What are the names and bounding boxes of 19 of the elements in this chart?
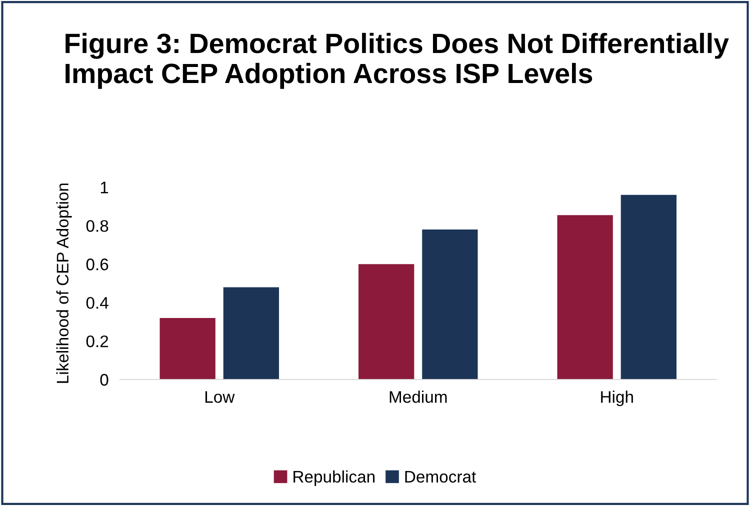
bar <box>358 264 414 380</box>
y-tick-label: 0.8 <box>86 220 108 232</box>
x-tick-label: Low <box>205 391 235 403</box>
y-axis-title: Likelihood of CEP Adoption <box>56 184 72 383</box>
bar <box>223 287 279 380</box>
legend-label: Republican <box>294 470 374 486</box>
bar <box>422 230 478 380</box>
y-tick-label: 0.2 <box>86 335 108 348</box>
x-tick-label: Medium <box>390 390 447 403</box>
y-tick-label: 0.6 <box>86 258 108 270</box>
legend-label: Democrat <box>405 471 476 483</box>
y-tick-label: 1 <box>100 182 108 194</box>
x-tick-label: High <box>601 390 633 406</box>
bar <box>557 215 613 380</box>
bar <box>620 194 676 380</box>
bar <box>160 318 216 380</box>
chart-title: Figure 3: Democrat Politics Does Not Differentially Impact CEP Adoption Across ISP Levels <box>66 32 729 89</box>
y-tick-label: 0.4 <box>86 296 108 309</box>
y-tick-label: 0 <box>100 374 108 386</box>
